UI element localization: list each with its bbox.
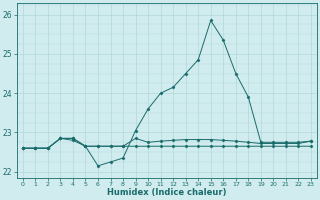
X-axis label: Humidex (Indice chaleur): Humidex (Indice chaleur) bbox=[107, 188, 227, 197]
